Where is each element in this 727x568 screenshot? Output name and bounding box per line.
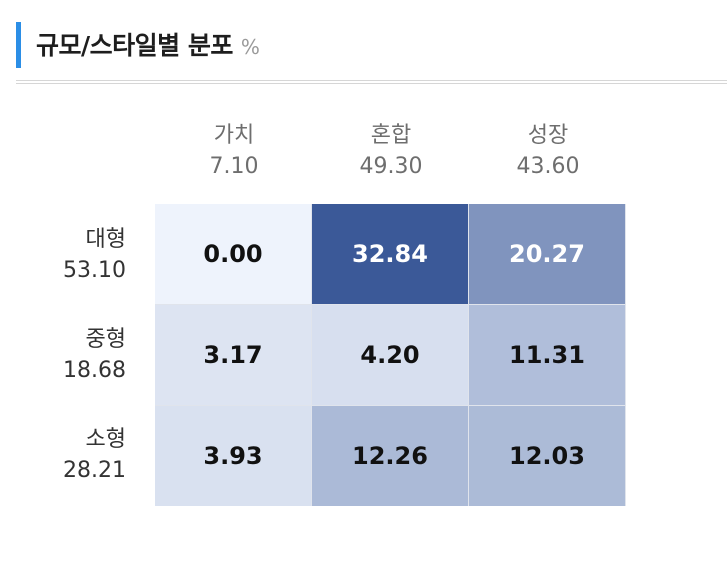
- heatmap-cell: 11.31: [469, 305, 625, 405]
- heatmap-cell: 4.20: [312, 305, 468, 405]
- heatmap-cell: 12.26: [312, 406, 468, 506]
- row-total: 28.21: [63, 458, 126, 483]
- row-total: 18.68: [63, 358, 126, 383]
- column-total: 49.30: [359, 154, 423, 179]
- column-label: 가치: [213, 123, 255, 148]
- column-header: 혼합 49.30: [313, 120, 469, 182]
- heatmap-cell: 32.84: [312, 204, 468, 304]
- column-header: 성장 43.60: [470, 120, 626, 182]
- accent-bar: [16, 22, 21, 68]
- row-header: 중형 18.68: [40, 324, 126, 386]
- heatmap-cell: 0.00: [155, 204, 311, 304]
- heatmap-cell: 12.03: [469, 406, 625, 506]
- unit-label: %: [240, 35, 260, 59]
- column-label: 혼합: [370, 123, 412, 148]
- column-total: 7.10: [209, 154, 259, 179]
- row-label: 대형: [85, 227, 126, 252]
- section-title: 규모/스타일별 분포%: [36, 26, 260, 62]
- column-header: 가치 7.10: [156, 120, 312, 182]
- row-label: 소형: [85, 427, 126, 452]
- column-label: 성장: [527, 123, 569, 148]
- row-label: 중형: [85, 327, 126, 352]
- heatmap-cell: 3.17: [155, 305, 311, 405]
- title-text: 규모/스타일별 분포: [36, 31, 233, 60]
- heatmap-cell: 3.93: [155, 406, 311, 506]
- row-total: 53.10: [63, 258, 126, 283]
- column-total: 43.60: [516, 154, 580, 179]
- row-header: 소형 28.21: [40, 424, 126, 486]
- heatmap-grid: 0.00 32.84 20.27 3.17 4.20 11.31 3.93 12.26 12.0…: [155, 204, 626, 506]
- heatmap-cell: 20.27: [469, 204, 625, 304]
- row-header: 대형 53.10: [40, 224, 126, 286]
- divider: [16, 80, 727, 84]
- section-header: 규모/스타일별 분포%: [16, 22, 727, 68]
